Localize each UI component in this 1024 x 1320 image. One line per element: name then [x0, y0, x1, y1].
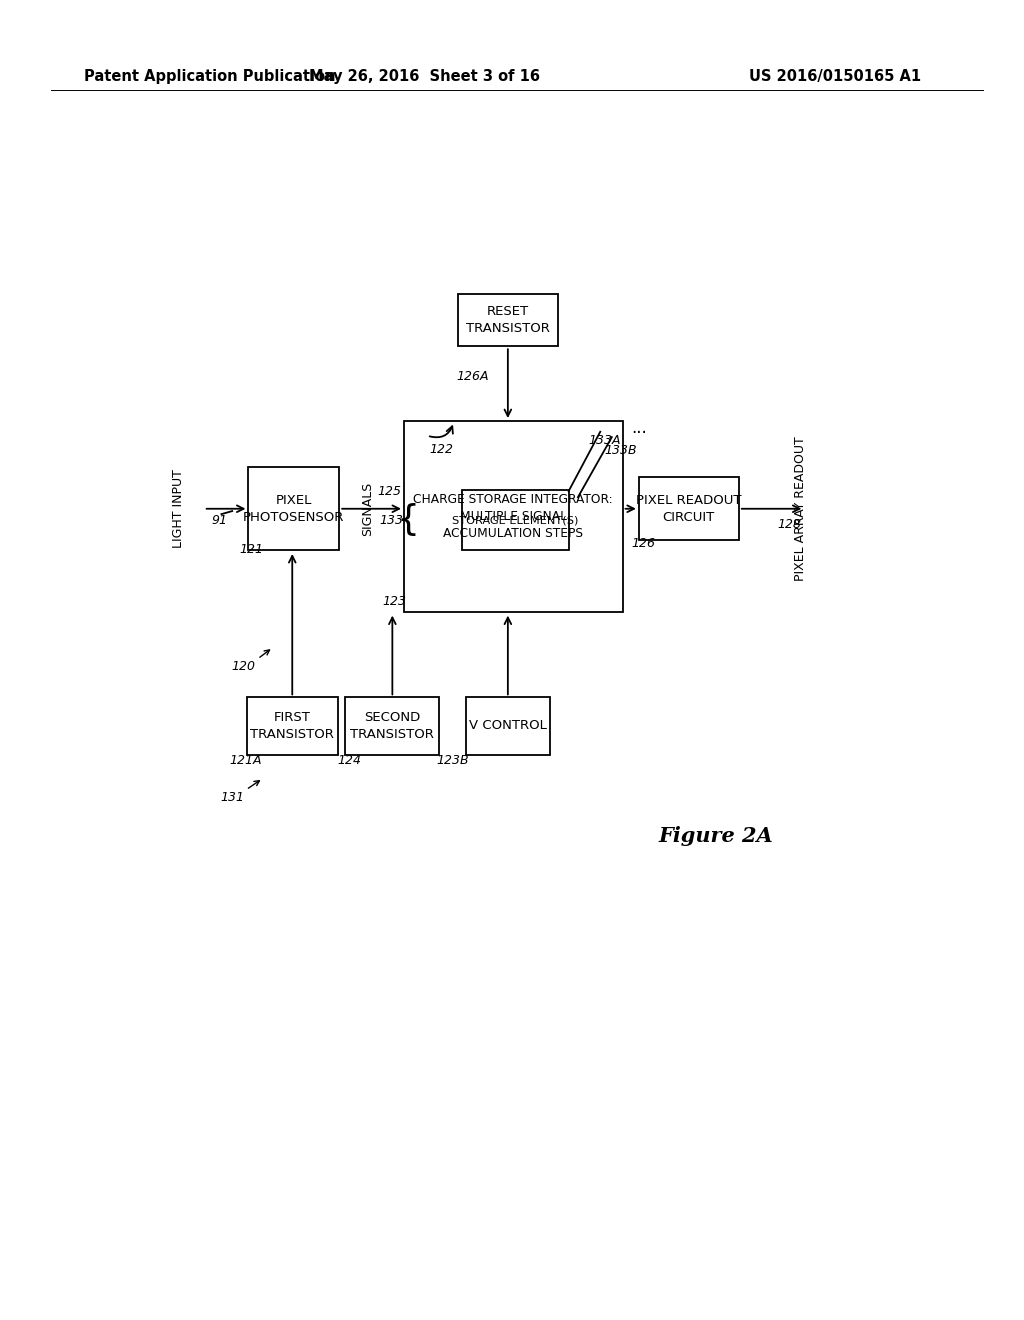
Text: {: { [396, 503, 419, 537]
Bar [249, 467, 339, 550]
Text: 91: 91 [211, 513, 227, 527]
Text: Figure 2A: Figure 2A [658, 826, 773, 846]
Text: PIXEL
PHOTOSENSOR: PIXEL PHOTOSENSOR [243, 494, 344, 524]
Text: 133: 133 [379, 513, 403, 527]
Text: 125: 125 [377, 484, 401, 498]
Text: 131: 131 [220, 791, 245, 804]
FancyArrowPatch shape [249, 780, 259, 788]
Text: 133B: 133B [604, 445, 637, 458]
Text: 123B: 123B [436, 754, 469, 767]
Bar [463, 490, 568, 550]
Text: STORAGE ELEMENT(S): STORAGE ELEMENT(S) [453, 515, 579, 525]
Bar [345, 697, 439, 755]
Text: 121: 121 [239, 543, 263, 556]
Text: 124: 124 [338, 754, 361, 767]
Text: LIGHT INPUT: LIGHT INPUT [172, 470, 184, 548]
Text: Patent Application Publication: Patent Application Publication [84, 69, 336, 84]
Text: V CONTROL: V CONTROL [469, 719, 547, 733]
Bar [403, 421, 623, 612]
Text: SECOND
TRANSISTOR: SECOND TRANSISTOR [350, 711, 434, 741]
Text: May 26, 2016  Sheet 3 of 16: May 26, 2016 Sheet 3 of 16 [309, 69, 541, 84]
Text: 128: 128 [777, 517, 802, 531]
Text: 121A: 121A [229, 754, 261, 767]
Bar [247, 697, 338, 755]
Text: CHARGE STORAGE INTEGRATOR:
MULTIPLE SIGNAL
ACCUMULATION STEPS: CHARGE STORAGE INTEGRATOR: MULTIPLE SIGN… [414, 492, 613, 540]
Text: 126: 126 [631, 537, 655, 550]
Text: 122: 122 [429, 444, 454, 455]
Text: 120: 120 [231, 660, 255, 673]
FancyArrowPatch shape [260, 649, 269, 657]
Text: RESET
TRANSISTOR: RESET TRANSISTOR [466, 305, 550, 335]
Text: ...: ... [631, 418, 647, 437]
Text: SIGNALS: SIGNALS [361, 482, 374, 536]
Text: PIXEL READOUT
CIRCUIT: PIXEL READOUT CIRCUIT [636, 494, 741, 524]
Text: 133A: 133A [589, 434, 622, 447]
Text: FIRST
TRANSISTOR: FIRST TRANSISTOR [250, 711, 334, 741]
Bar [458, 294, 558, 346]
Text: US 2016/0150165 A1: US 2016/0150165 A1 [750, 69, 922, 84]
Bar [639, 478, 739, 540]
Text: 123: 123 [382, 594, 407, 607]
Bar [466, 697, 550, 755]
FancyArrowPatch shape [430, 426, 453, 437]
Text: 126A: 126A [456, 370, 488, 383]
Text: PIXEL ARRAY READOUT: PIXEL ARRAY READOUT [794, 437, 807, 581]
